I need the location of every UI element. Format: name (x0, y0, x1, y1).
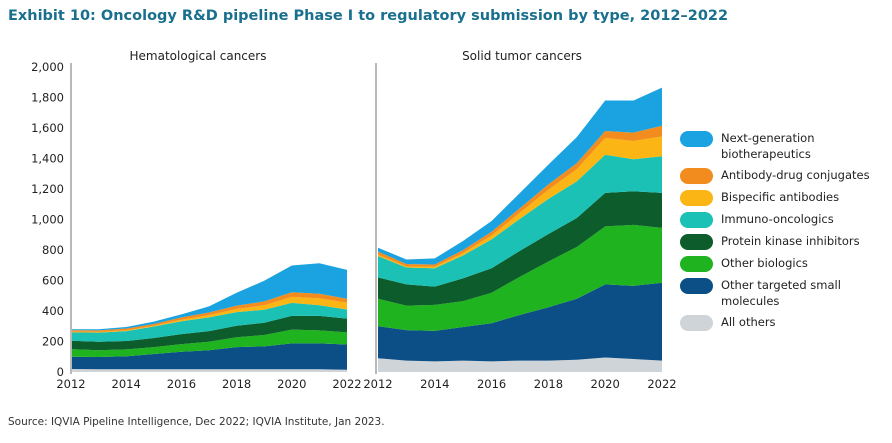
area-heme-protein-kinase-inhibitors (71, 315, 347, 351)
legend-swatch-pki (680, 234, 713, 250)
legend-swatch-others (680, 315, 713, 331)
area-heme-all-others (71, 368, 347, 372)
heme-x-tick-2016: 2016 (167, 377, 196, 391)
y-tick-1000: 1,000 (31, 213, 64, 227)
area-heme-other-targeted-small-molecules (71, 343, 347, 370)
legend-item-pki: Protein kinase inhibitors (680, 233, 890, 250)
heme-x-tick-2022: 2022 (332, 377, 361, 391)
area-solid-antibody-drug-conjugates (378, 125, 662, 267)
heme-panel-title: Hematological cancers (130, 49, 267, 63)
legend-label-pki: Protein kinase inhibitors (721, 234, 860, 248)
legend-label-immuno: Immuno-oncologics (721, 212, 834, 226)
legend-label-small: Other targeted small molecules (721, 278, 841, 308)
legend-swatch-bispecific (680, 190, 713, 206)
area-heme-antibody-drug-conjugates (71, 292, 347, 332)
legend-swatch-small (680, 278, 713, 294)
area-solid-next-generation-biotherapeutics (378, 87, 662, 265)
solid-x-tick-2018: 2018 (534, 377, 563, 391)
heme-x-tick-2012: 2012 (56, 377, 85, 391)
legend-item-biologics: Other biologics (680, 255, 890, 272)
y-tick-1400: 1,400 (31, 152, 64, 166)
area-solid-other-biologics (378, 224, 662, 331)
source-note: Source: IQVIA Pipeline Intelligence, Dec… (8, 416, 385, 428)
area-heme-other-biologics (71, 329, 347, 358)
legend-swatch-adc (680, 168, 713, 184)
legend-label-others: All others (721, 315, 776, 329)
legend-item-bispecific: Bispecific antibodies (680, 189, 890, 206)
legend-label-adc: Antibody-drug conjugates (721, 168, 870, 182)
solid-x-tick-2014: 2014 (420, 377, 449, 391)
legend-label-bispecific: Bispecific antibodies (721, 190, 840, 204)
chart-title: Exhibit 10: Oncology R&D pipeline Phase … (8, 8, 729, 24)
y-tick-800: 800 (42, 243, 64, 257)
heme-x-tick-2018: 2018 (222, 377, 251, 391)
legend-label-nextgen: Next-generation biotherapeutics (721, 131, 815, 161)
legend-item-adc: Antibody-drug conjugates (680, 167, 890, 184)
legend-swatch-biologics (680, 256, 713, 272)
solid-x-tick-2016: 2016 (477, 377, 506, 391)
area-heme-bispecific-antibodies (71, 296, 347, 333)
legend-label-biologics: Other biologics (721, 256, 808, 270)
y-tick-1800: 1,800 (31, 91, 64, 105)
y-tick-1200: 1,200 (31, 182, 64, 196)
area-heme-next-generation-biotherapeutics (71, 263, 347, 331)
legend-item-nextgen: Next-generation biotherapeutics (680, 130, 890, 162)
legend-item-immuno: Immuno-oncologics (680, 211, 890, 228)
solid-x-tick-2022: 2022 (647, 377, 676, 391)
area-solid-protein-kinase-inhibitors (378, 191, 662, 306)
legend: Next-generation biotherapeutics Antibody-… (680, 130, 890, 336)
area-solid-all-others (378, 357, 662, 372)
y-tick-0: 0 (57, 365, 64, 379)
heme-x-tick-2020: 2020 (277, 377, 306, 391)
legend-swatch-immuno (680, 212, 713, 228)
y-tick-600: 600 (42, 274, 64, 288)
area-heme-immuno-oncologics (71, 302, 347, 342)
area-solid-bispecific-antibodies (378, 136, 662, 269)
y-tick-400: 400 (42, 304, 64, 318)
solid-x-tick-2020: 2020 (591, 377, 620, 391)
y-tick-1600: 1,600 (31, 121, 64, 135)
legend-item-small: Other targeted small molecules (680, 277, 890, 309)
area-solid-immuno-oncologics (378, 154, 662, 287)
solid-panel-title: Solid tumor cancers (462, 49, 582, 63)
y-tick-200: 200 (42, 335, 64, 349)
solid-x-tick-2012: 2012 (363, 377, 392, 391)
heme-x-tick-2014: 2014 (112, 377, 141, 391)
area-solid-other-targeted-small-molecules (378, 282, 662, 362)
legend-item-others: All others (680, 314, 890, 331)
legend-swatch-nextgen (680, 131, 713, 147)
y-tick-2000: 2,000 (31, 60, 64, 74)
